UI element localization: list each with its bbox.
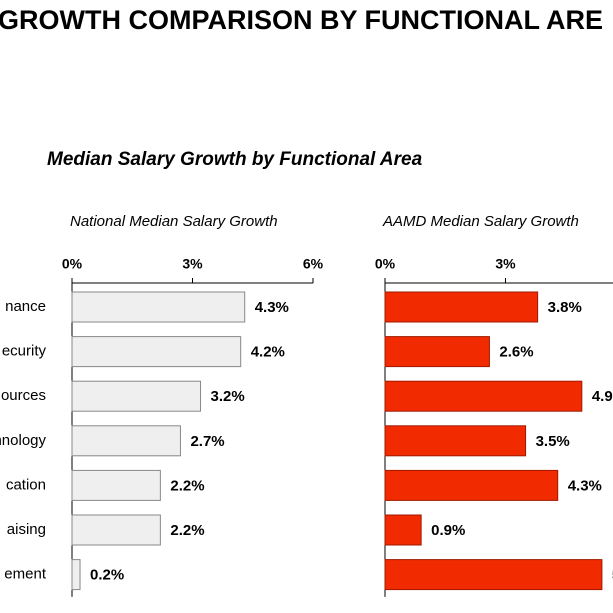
category-label: ement [4, 566, 47, 583]
bar [384, 291, 539, 323]
bar [71, 559, 81, 591]
value-label: 4.3% [568, 477, 602, 494]
value-label: 0.9% [431, 522, 465, 539]
bar [384, 559, 603, 591]
bar [71, 425, 181, 457]
value-label: 2.2% [170, 522, 204, 539]
bar [384, 425, 527, 457]
bar [71, 469, 161, 501]
chart-title: AAMD Median Salary Growth [382, 213, 579, 230]
bar [71, 336, 242, 368]
bar [71, 380, 202, 412]
x-tick-label: 3% [495, 256, 516, 272]
value-label: 4.9% [592, 388, 613, 405]
value-label: 3.2% [211, 388, 245, 405]
bar [384, 514, 422, 546]
value-label: 5.4% [612, 567, 613, 584]
value-label: 2.2% [170, 477, 204, 494]
x-tick-label: 0% [375, 256, 396, 272]
chart-title: National Median Salary Growth [70, 213, 278, 230]
value-label: 0.2% [90, 567, 124, 584]
slide-title: GROWTH COMPARISON BY FUNCTIONAL ARE [0, 5, 603, 35]
x-tick-label: 3% [182, 256, 203, 272]
bar [384, 380, 583, 412]
category-label: nance [5, 298, 46, 315]
bar [384, 336, 490, 368]
bar [71, 291, 246, 323]
value-label: 2.6% [499, 344, 533, 361]
category-label: hnology [0, 432, 46, 449]
category-label: aising [7, 521, 46, 538]
category-label: ources [1, 387, 46, 404]
value-label: 3.5% [536, 433, 570, 450]
category-label: cation [6, 476, 46, 493]
category-label: ecurity [2, 343, 47, 360]
value-label: 3.8% [548, 299, 582, 316]
slide-subtitle: Median Salary Growth by Functional Area [47, 149, 423, 170]
bar [71, 514, 161, 546]
x-tick-label: 0% [62, 256, 83, 272]
bar [384, 469, 559, 501]
value-label: 2.7% [190, 433, 224, 450]
value-label: 4.2% [251, 344, 285, 361]
value-label: 4.3% [255, 299, 289, 316]
x-tick-label: 6% [303, 256, 324, 272]
